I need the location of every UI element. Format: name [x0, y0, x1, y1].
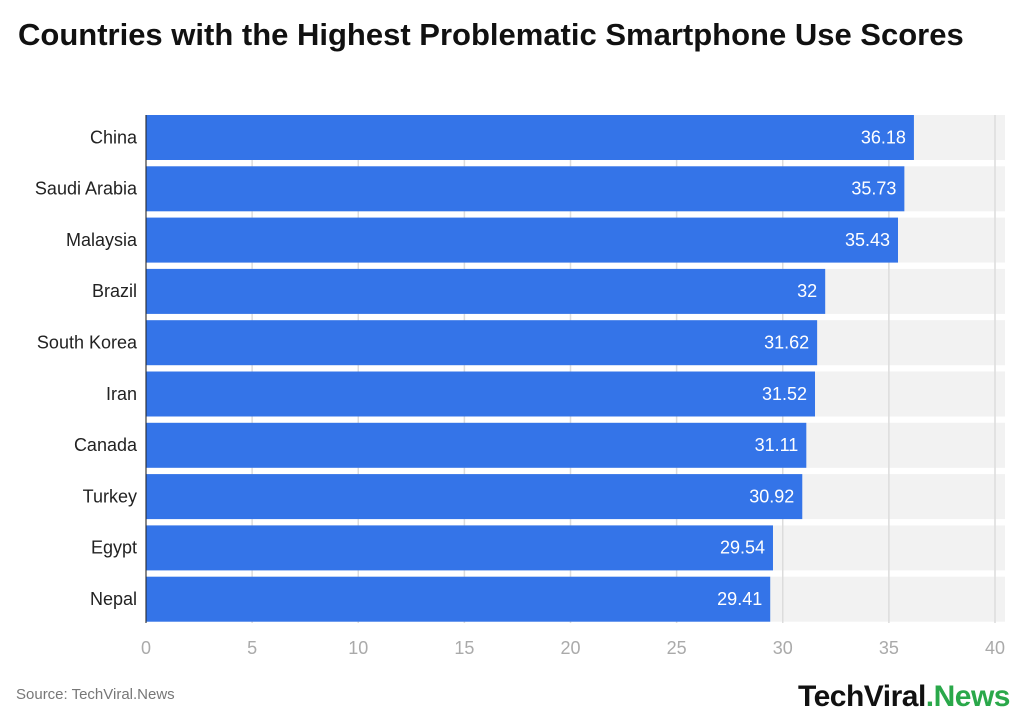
- bar: [146, 320, 818, 366]
- value-label: 30.92: [749, 486, 794, 506]
- value-label: 35.43: [845, 230, 890, 250]
- bar: [146, 474, 803, 520]
- logo: TechViral.News: [797, 680, 1011, 714]
- x-tick-label: 0: [141, 638, 151, 658]
- value-label: 29.41: [717, 589, 762, 609]
- y-tick-label: Saudi Arabia: [35, 179, 138, 199]
- x-tick-label: 35: [879, 638, 899, 658]
- bar: [146, 268, 826, 314]
- value-label: 29.54: [720, 538, 765, 558]
- y-tick-label: Iran: [106, 384, 137, 404]
- y-tick-label: Turkey: [83, 486, 137, 506]
- chart-title: Countries with the Highest Problematic S…: [18, 17, 964, 52]
- x-tick-label: 15: [454, 638, 474, 658]
- logo-text: TechViral: [797, 680, 926, 713]
- value-label: 31.62: [764, 332, 809, 352]
- bar: [146, 217, 899, 263]
- bar: [146, 422, 807, 468]
- y-tick-label: Malaysia: [66, 230, 138, 250]
- bar: [146, 525, 773, 571]
- y-tick-label: South Korea: [37, 332, 138, 352]
- source-note: Source: TechViral.News: [16, 686, 175, 703]
- value-label: 31.52: [762, 384, 807, 404]
- x-tick-label: 25: [667, 638, 687, 658]
- value-label: 32: [797, 281, 817, 301]
- bar: [146, 115, 914, 160]
- x-tick-label: 30: [773, 638, 793, 658]
- x-tick-label: 20: [560, 638, 580, 658]
- y-tick-label: China: [90, 127, 138, 147]
- value-label: 31.11: [755, 435, 799, 455]
- value-label: 36.18: [861, 127, 906, 147]
- y-tick-label: Brazil: [92, 281, 137, 301]
- x-tick-label: 5: [247, 638, 257, 658]
- x-tick-label: 40: [985, 638, 1005, 658]
- x-tick-label: 10: [348, 638, 368, 658]
- logo-accent: .News: [925, 680, 1011, 713]
- bar: [146, 576, 771, 622]
- bar: [146, 371, 816, 417]
- bar: [146, 166, 905, 212]
- y-tick-label: Canada: [74, 435, 138, 455]
- y-tick-label: Egypt: [91, 538, 137, 558]
- chart: 0 5 10 15 20 25 30 35 40 China 36.18 Saudi Arabia 35…: [35, 115, 1005, 658]
- value-label: 35.73: [851, 179, 896, 199]
- y-tick-label: Nepal: [90, 589, 137, 609]
